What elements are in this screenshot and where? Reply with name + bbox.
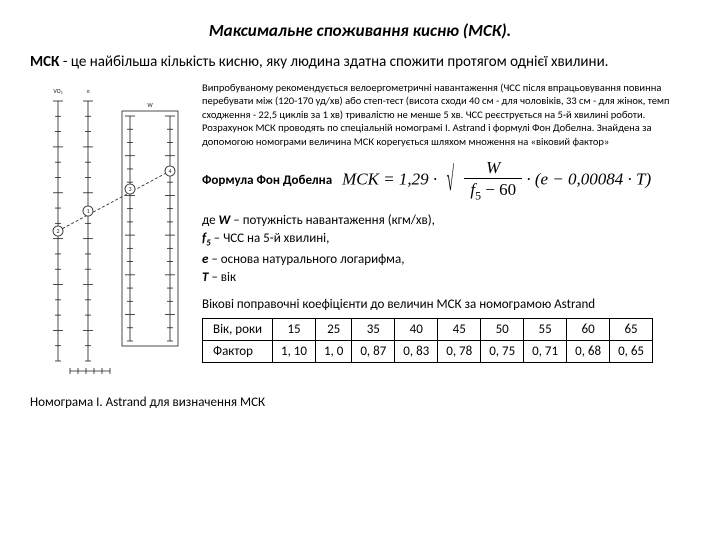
table-cell: 0, 65 bbox=[610, 340, 653, 362]
formula-lead: МСК = 1,29 · bbox=[342, 169, 441, 188]
table-cell: 40 bbox=[395, 318, 438, 340]
formula-label: Формула Фон Добелна bbox=[202, 173, 332, 188]
table-row: Фактор1, 101, 00, 870, 830, 780, 750, 71… bbox=[203, 340, 653, 362]
table-cell: 1, 10 bbox=[273, 340, 316, 362]
table-cell: 50 bbox=[481, 318, 524, 340]
definition-text: - це найбільша кількість кисню, яку люди… bbox=[60, 53, 609, 71]
svg-text:W: W bbox=[147, 101, 153, 109]
table-cell: 55 bbox=[524, 318, 567, 340]
table-row: Вік, роки152535404550556065 bbox=[203, 318, 653, 340]
table-cell: 65 bbox=[610, 318, 653, 340]
svg-text:4: 4 bbox=[168, 167, 171, 175]
table-caption: Вікові поправочні коефіцієнти до величин… bbox=[202, 297, 690, 312]
nomogram-figure: VO₂ л W 2 1 3 4 bbox=[30, 81, 190, 381]
formula-tail: · (e − 0,00084 · T) bbox=[526, 169, 651, 188]
table-cell: 25 bbox=[315, 318, 351, 340]
page-title: Максимальне споживання кисню (МСК). bbox=[30, 20, 690, 41]
definition: МСК - це найбільша кількість кисню, яку … bbox=[30, 53, 690, 73]
table-cell: 0, 75 bbox=[481, 340, 524, 362]
method-paragraph: Випробуваному рекомендується велоергомет… bbox=[202, 81, 690, 149]
formula: МСК = 1,29 · √ W f5 − 60 · (e − 0,00084 … bbox=[342, 159, 651, 202]
frac-num: W bbox=[464, 159, 522, 179]
svg-text:VO₂: VO₂ bbox=[53, 87, 62, 95]
table-cell: 0, 83 bbox=[395, 340, 438, 362]
formula-row: Формула Фон Добелна МСК = 1,29 · √ W f5 … bbox=[202, 159, 690, 202]
svg-text:1: 1 bbox=[86, 207, 89, 215]
row-label: Вік, роки bbox=[203, 318, 273, 340]
table-cell: 0, 71 bbox=[524, 340, 567, 362]
table-cell: 60 bbox=[567, 318, 610, 340]
sqrt-open: √ bbox=[447, 163, 454, 197]
table-cell: 0, 68 bbox=[567, 340, 610, 362]
content-row: VO₂ л W 2 1 3 4 Випробуваному рекомендується в… bbox=[30, 81, 690, 381]
nomogram-caption: Номограма I. Astrand для визначення МСК bbox=[30, 395, 690, 410]
svg-text:3: 3 bbox=[128, 185, 131, 193]
svg-text:л: л bbox=[86, 87, 89, 95]
table-cell: 15 bbox=[273, 318, 316, 340]
definition-term: МСК bbox=[30, 53, 60, 71]
table-cell: 0, 87 bbox=[352, 340, 395, 362]
table-cell: 0, 78 bbox=[438, 340, 481, 362]
formula-fraction: W f5 − 60 bbox=[464, 159, 522, 202]
row-label: Фактор bbox=[203, 340, 273, 362]
svg-text:2: 2 bbox=[56, 227, 59, 235]
table-cell: 35 bbox=[352, 318, 395, 340]
table-cell: 1, 0 bbox=[315, 340, 351, 362]
table-cell: 45 bbox=[438, 318, 481, 340]
frac-den: f5 − 60 bbox=[464, 179, 522, 202]
formula-where: де W – потужність навантаження (кгм/хв),… bbox=[202, 212, 690, 287]
right-column: Випробуваному рекомендується велоергомет… bbox=[202, 81, 690, 381]
coefficient-table: Вік, роки152535404550556065 Фактор1, 101… bbox=[202, 318, 653, 363]
